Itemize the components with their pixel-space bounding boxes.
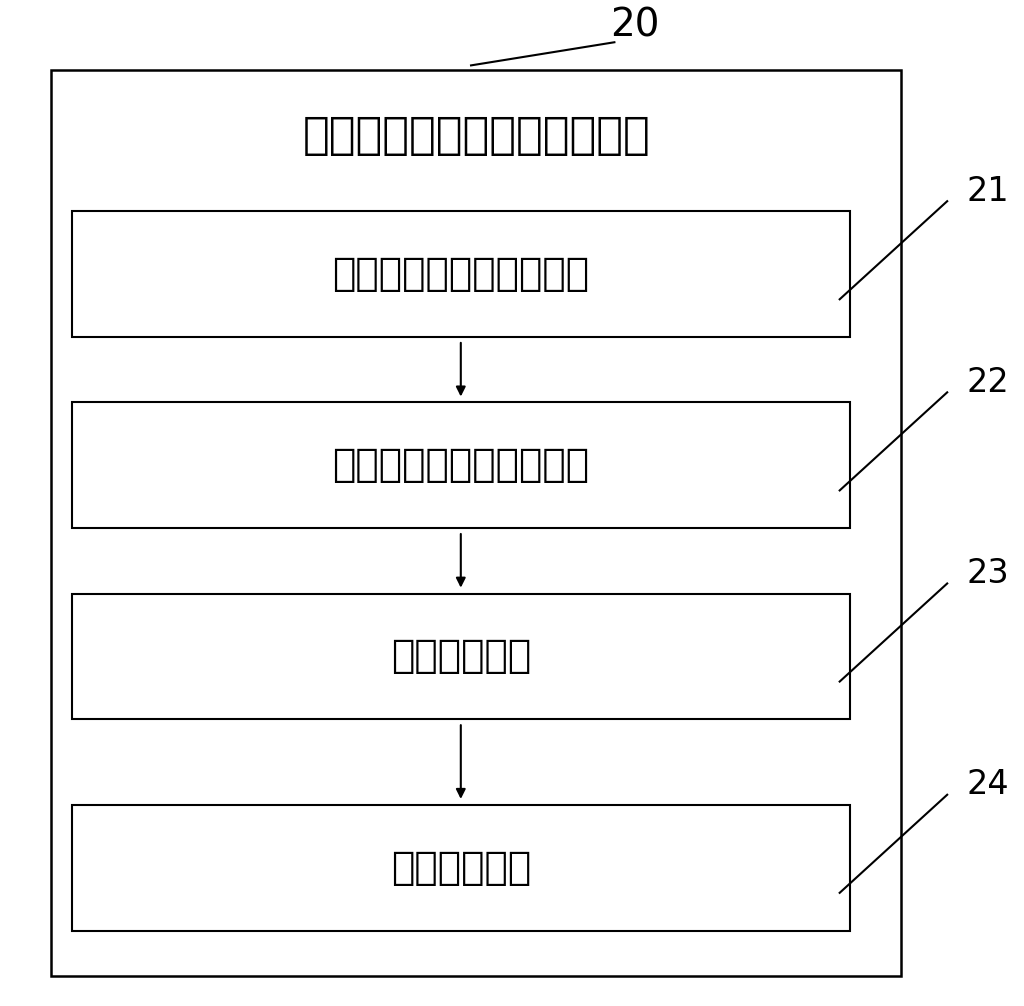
Text: 基于电压的磁链计算模块: 基于电压的磁链计算模块	[332, 447, 590, 484]
Text: 23: 23	[967, 557, 1010, 590]
Bar	[72, 211, 850, 337]
Text: 20: 20	[610, 6, 659, 44]
Bar	[72, 594, 850, 719]
Text: 22: 22	[967, 366, 1010, 398]
Text: 21: 21	[967, 175, 1010, 207]
Text: 永磁同步电机的故障诊断系统: 永磁同步电机的故障诊断系统	[302, 115, 650, 157]
Text: 故障检测模块: 故障检测模块	[391, 638, 530, 675]
Bar	[72, 805, 850, 931]
Bar	[51, 70, 901, 976]
Text: 基于电流的磁链计算模块: 基于电流的磁链计算模块	[332, 256, 590, 293]
Text: 24: 24	[967, 769, 1010, 801]
Text: 故障分离模块: 故障分离模块	[391, 849, 530, 886]
Bar	[72, 402, 850, 528]
